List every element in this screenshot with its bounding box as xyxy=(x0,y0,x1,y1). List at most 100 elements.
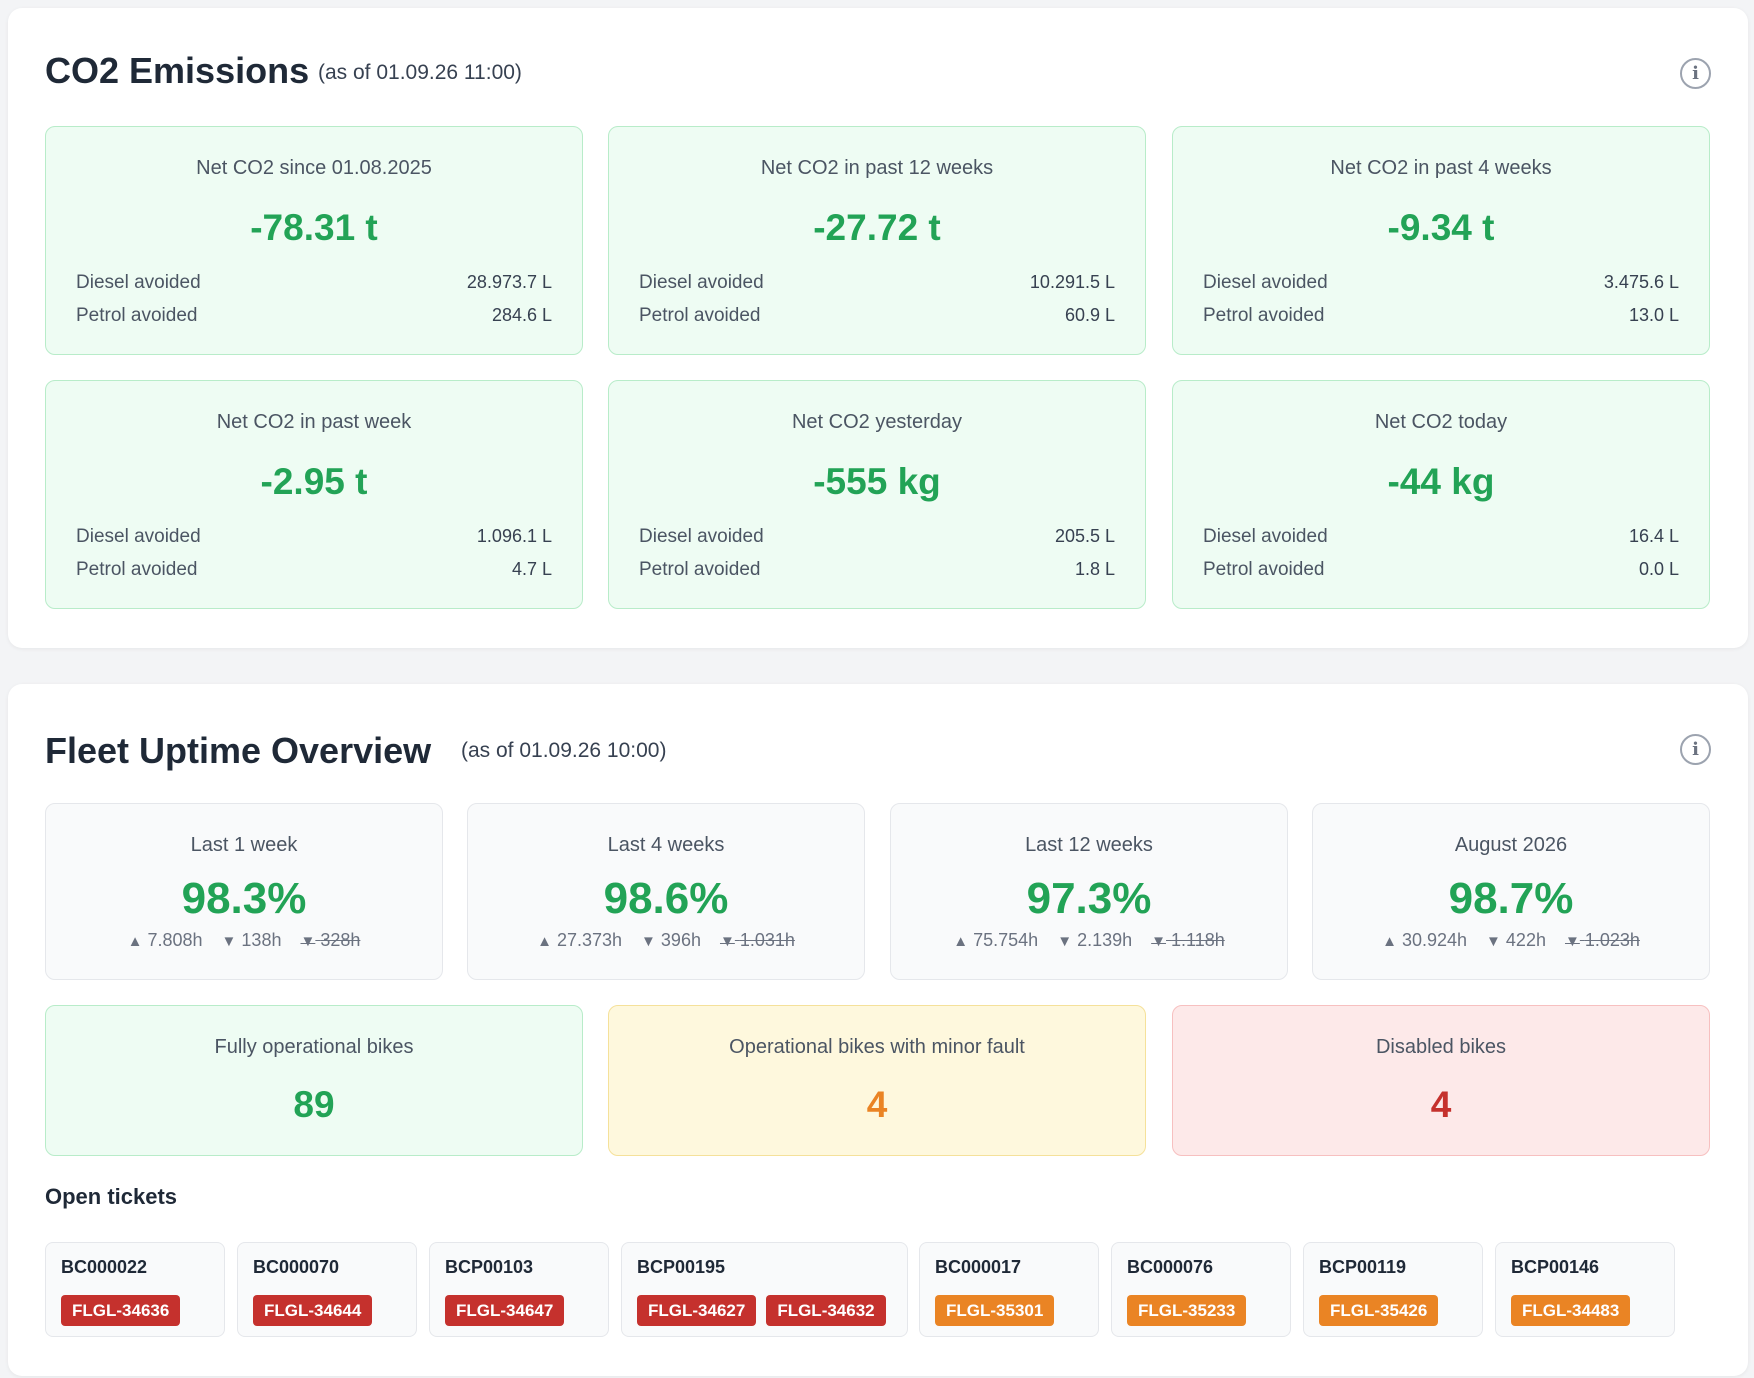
uptime-card-month: August 2026 98.7% ▲ 30.924h ▼ 422h ▼ 1.0… xyxy=(1312,803,1710,980)
status-value: 4 xyxy=(866,1084,888,1125)
ticket-tag[interactable]: FLGL-35301 xyxy=(935,1295,1055,1326)
co2-card-value: -78.31 t xyxy=(250,207,378,248)
co2-card-4-weeks: Net CO2 in past 4 weeks -9.34 t Diesel a… xyxy=(1172,126,1710,355)
diesel-row: Diesel avoided 205.5 L xyxy=(639,526,1115,548)
triangle-up-icon: ▲ xyxy=(953,933,969,950)
petrol-row: Petrol avoided 60.9 L xyxy=(639,305,1115,327)
status-card-disabled: Disabled bikes 4 xyxy=(1172,1005,1710,1156)
triangle-down-icon: ▼ xyxy=(221,933,237,950)
ticket-tag[interactable]: FLGL-34644 xyxy=(253,1295,373,1326)
co2-emissions-panel: CO2 Emissions (as of 01.09.26 11:00) i N… xyxy=(8,8,1748,648)
petrol-label: Petrol avoided xyxy=(76,305,198,326)
diesel-value: 1.096.1 L xyxy=(476,526,552,546)
bike-id: BC000076 xyxy=(1127,1257,1214,1277)
uptime-stats: ▲ 30.924h ▼ 422h ▼ 1.023h xyxy=(1313,930,1709,951)
uptime-value: 98.6% xyxy=(603,874,729,923)
downtime-hours: 138h xyxy=(241,930,282,950)
petrol-value: 1.8 L xyxy=(1074,559,1115,579)
status-label: Disabled bikes xyxy=(1375,1036,1507,1058)
petrol-value: 13.0 L xyxy=(1628,305,1679,325)
diesel-value: 205.5 L xyxy=(1054,526,1115,546)
petrol-label: Petrol avoided xyxy=(639,305,761,326)
co2-card-today: Net CO2 today -44 kg Diesel avoided 16.4 … xyxy=(1172,380,1710,609)
triangle-down-strike-icon: ▼ xyxy=(300,933,316,950)
ticket-card: BC000076 FLGL-35233 xyxy=(1111,1242,1291,1337)
status-value: 89 xyxy=(293,1084,335,1125)
ticket-tag[interactable]: FLGL-34627 xyxy=(637,1295,757,1326)
diesel-row: Diesel avoided 16.4 L xyxy=(1203,526,1679,548)
open-tickets-title: Open tickets xyxy=(45,1184,178,1209)
ticket-card: BCP00146 FLGL-34483 xyxy=(1495,1242,1675,1337)
uptime-card-1-week: Last 1 week 98.3% ▲ 7.808h ▼ 138h ▼ 328h xyxy=(45,803,443,980)
fleet-header: Fleet Uptime Overview (as of 01.09.26 10… xyxy=(45,684,1748,771)
co2-card-label: Net CO2 in past 12 weeks xyxy=(760,157,994,179)
diesel-value: 28.973.7 L xyxy=(466,272,552,292)
co2-card-since-start: Net CO2 since 01.08.2025 -78.31 t Diesel… xyxy=(45,126,583,355)
bike-id: BCP00146 xyxy=(1511,1257,1600,1277)
ticket-tag[interactable]: FLGL-35233 xyxy=(1127,1295,1247,1326)
uptime-hours: 30.924h xyxy=(1401,930,1468,950)
triangle-down-icon: ▼ xyxy=(641,933,656,950)
fleet-uptime-panel: Fleet Uptime Overview (as of 01.09.26 10… xyxy=(8,684,1748,1376)
diesel-label: Diesel avoided xyxy=(76,272,201,293)
co2-card-label: Net CO2 in past week xyxy=(216,411,412,433)
downtime-hours: 396h xyxy=(660,930,701,950)
uptime-label: Last 4 weeks xyxy=(607,834,725,856)
uptime-label: Last 1 week xyxy=(190,834,298,856)
excluded-hours: 328h xyxy=(320,930,361,950)
petrol-label: Petrol avoided xyxy=(1203,305,1325,326)
co2-card-value: -9.34 t xyxy=(1387,207,1495,248)
ticket-card: BCP00195 FLGL-34627 FLGL-34632 xyxy=(621,1242,908,1337)
info-icon[interactable]: i xyxy=(1680,58,1711,89)
petrol-row: Petrol avoided 13.0 L xyxy=(1203,305,1679,327)
excluded-hours: 1.031h xyxy=(739,930,795,950)
ticket-tag[interactable]: FLGL-34636 xyxy=(61,1295,181,1326)
triangle-up-icon: ▲ xyxy=(537,933,552,950)
uptime-label: August 2026 xyxy=(1454,834,1568,856)
ticket-tag[interactable]: FLGL-34483 xyxy=(1511,1295,1631,1326)
triangle-down-strike-icon: ▼ xyxy=(1151,933,1167,950)
downtime-hours: 422h xyxy=(1505,930,1546,950)
diesel-value: 3.475.6 L xyxy=(1603,272,1679,292)
info-icon[interactable]: i xyxy=(1680,734,1711,765)
ticket-tag[interactable]: FLGL-34647 xyxy=(445,1295,565,1326)
co2-card-label: Net CO2 in past 4 weeks xyxy=(1330,157,1552,179)
diesel-row: Diesel avoided 10.291.5 L xyxy=(639,272,1115,294)
co2-card-label: Net CO2 since 01.08.2025 xyxy=(196,157,432,179)
co2-card-value: -555 kg xyxy=(813,461,941,502)
diesel-label: Diesel avoided xyxy=(1203,526,1328,547)
status-value: 4 xyxy=(1430,1084,1452,1125)
fleet-title: Fleet Uptime Overview xyxy=(45,730,432,771)
petrol-row: Petrol avoided 0.0 L xyxy=(1203,559,1679,581)
diesel-row: Diesel avoided 3.475.6 L xyxy=(1203,272,1679,294)
diesel-label: Diesel avoided xyxy=(1203,272,1328,293)
ticket-card: BC000017 FLGL-35301 xyxy=(919,1242,1099,1337)
ticket-card: BCP00103 FLGL-34647 xyxy=(429,1242,609,1337)
petrol-row: Petrol avoided 1.8 L xyxy=(639,559,1115,581)
uptime-hours: 7.808h xyxy=(147,930,203,950)
excluded-hours: 1.118h xyxy=(1171,930,1225,950)
uptime-hours: 75.754h xyxy=(973,930,1039,950)
uptime-stats: ▲ 27.373h ▼ 396h ▼ 1.031h xyxy=(468,930,864,951)
uptime-value: 98.3% xyxy=(181,874,307,923)
ticket-tag[interactable]: FLGL-35426 xyxy=(1319,1295,1439,1326)
petrol-row: Petrol avoided 284.6 L xyxy=(76,305,552,327)
bike-id: BC000070 xyxy=(253,1257,340,1277)
uptime-stats: ▲ 7.808h ▼ 138h ▼ 328h xyxy=(46,930,442,951)
status-card-fully-operational: Fully operational bikes 89 xyxy=(45,1005,583,1156)
co2-card-yesterday: Net CO2 yesterday -555 kg Diesel avoided… xyxy=(608,380,1146,609)
diesel-value: 16.4 L xyxy=(1628,526,1679,546)
co2-card-value: -2.95 t xyxy=(260,461,368,502)
ticket-tag[interactable]: FLGL-34632 xyxy=(766,1295,886,1326)
uptime-hours: 27.373h xyxy=(556,930,623,950)
diesel-label: Diesel avoided xyxy=(76,526,201,547)
diesel-row: Diesel avoided 28.973.7 L xyxy=(76,272,552,294)
co2-card-value: -44 kg xyxy=(1387,461,1495,502)
uptime-value: 97.3% xyxy=(1026,874,1152,923)
bike-id: BC000017 xyxy=(935,1257,1022,1277)
fleet-as-of: (as of 01.09.26 10:00) xyxy=(461,739,667,762)
co2-card-label: Net CO2 today xyxy=(1374,411,1508,433)
triangle-up-icon: ▲ xyxy=(127,933,143,950)
petrol-value: 60.9 L xyxy=(1064,305,1115,325)
diesel-label: Diesel avoided xyxy=(639,272,764,293)
